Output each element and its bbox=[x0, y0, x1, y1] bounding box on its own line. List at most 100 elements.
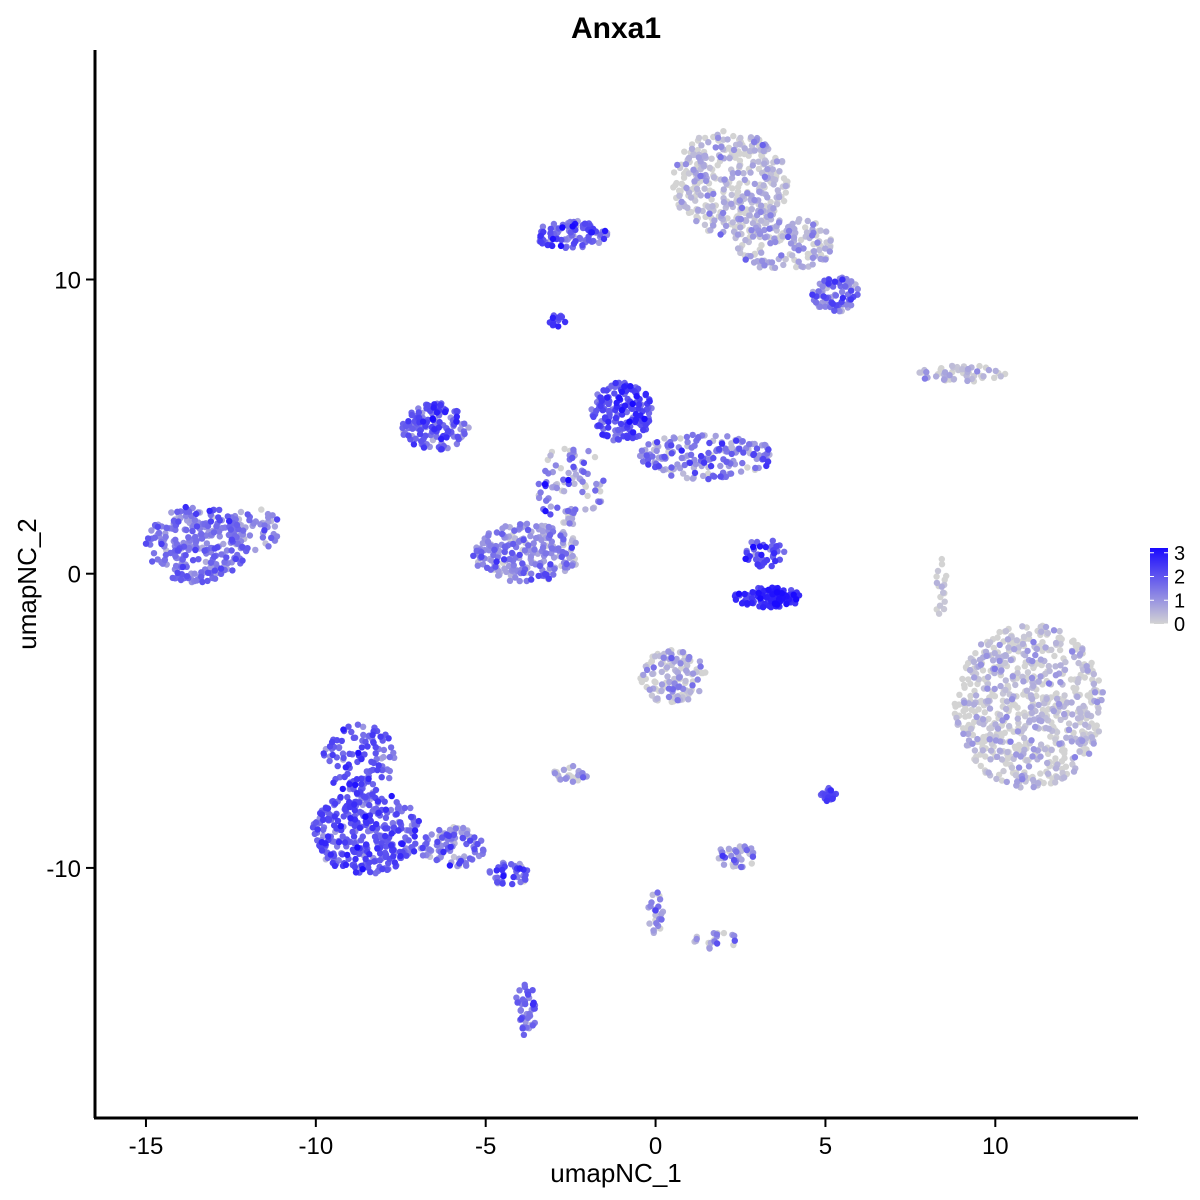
cell-point bbox=[970, 701, 978, 708]
cell-point bbox=[429, 415, 436, 422]
cell-point bbox=[207, 518, 215, 525]
cell-point bbox=[1014, 728, 1022, 735]
cell-point bbox=[569, 778, 577, 785]
cell-point bbox=[228, 547, 235, 554]
cell-point bbox=[1041, 746, 1049, 753]
cell-point bbox=[499, 880, 506, 887]
cell-point bbox=[669, 686, 677, 693]
cell-point bbox=[1019, 623, 1026, 630]
cell-point bbox=[385, 735, 392, 742]
cell-point bbox=[680, 470, 687, 477]
cell-point bbox=[649, 670, 656, 678]
cell-point bbox=[572, 471, 580, 478]
cell-point bbox=[711, 217, 718, 224]
cell-point bbox=[768, 259, 776, 266]
cell-point bbox=[569, 552, 576, 560]
cell-point bbox=[1068, 738, 1076, 745]
cell-point bbox=[697, 172, 704, 180]
cell-point bbox=[1077, 650, 1084, 658]
cell-point bbox=[668, 654, 675, 662]
cell-point bbox=[603, 387, 610, 394]
cell-point bbox=[658, 668, 665, 676]
cell-point bbox=[518, 1015, 525, 1023]
cell-point bbox=[658, 687, 665, 695]
cell-point bbox=[342, 861, 350, 868]
cell-point bbox=[691, 178, 698, 185]
cell-point bbox=[340, 754, 347, 762]
cell-point bbox=[677, 660, 684, 667]
cell-point bbox=[636, 452, 644, 460]
cell-point bbox=[749, 162, 756, 169]
cell-point bbox=[192, 510, 200, 518]
cell-point bbox=[618, 388, 626, 395]
cell-point bbox=[693, 185, 701, 192]
cell-point bbox=[217, 570, 225, 577]
cell-point bbox=[579, 478, 586, 485]
cell-point bbox=[374, 766, 381, 774]
cell-point bbox=[972, 650, 979, 657]
cell-point bbox=[538, 536, 545, 544]
cell-point bbox=[234, 540, 241, 547]
cell-point bbox=[592, 487, 599, 494]
cell-point bbox=[582, 483, 589, 490]
cell-point bbox=[695, 134, 703, 142]
cell-point bbox=[979, 667, 987, 674]
cell-point bbox=[655, 463, 662, 470]
cell-point bbox=[701, 185, 708, 192]
cell-point bbox=[940, 589, 947, 596]
cell-point bbox=[1069, 638, 1076, 645]
cell-point bbox=[419, 852, 427, 859]
cell-point bbox=[369, 824, 376, 832]
cell-point bbox=[547, 452, 554, 459]
x-tick-label: -10 bbox=[298, 1133, 333, 1160]
cell-point bbox=[233, 534, 240, 541]
cell-point bbox=[698, 669, 705, 677]
cell-point bbox=[215, 528, 223, 535]
cell-point bbox=[520, 569, 527, 577]
cell-point bbox=[198, 530, 205, 538]
cell-point bbox=[399, 840, 406, 848]
cell-point bbox=[738, 600, 746, 607]
cell-point bbox=[657, 660, 665, 668]
cell-point bbox=[198, 569, 205, 576]
cell-point bbox=[216, 506, 223, 514]
cell-point bbox=[1012, 681, 1019, 689]
cell-point bbox=[535, 494, 543, 502]
cell-point bbox=[334, 817, 342, 825]
cell-point bbox=[936, 602, 944, 609]
cell-point bbox=[415, 817, 422, 825]
cell-point bbox=[615, 426, 622, 434]
cell-point bbox=[185, 544, 193, 552]
cell-point bbox=[465, 424, 472, 431]
cell-point bbox=[758, 249, 765, 256]
cell-point bbox=[695, 154, 702, 161]
cell-point bbox=[486, 869, 494, 876]
cell-point bbox=[690, 166, 697, 173]
cell-point bbox=[600, 477, 607, 484]
cell-point bbox=[352, 869, 360, 876]
cell-point bbox=[756, 188, 763, 195]
cell-point bbox=[809, 261, 816, 268]
cell-point bbox=[1095, 709, 1102, 716]
cell-point bbox=[730, 132, 737, 140]
cell-point bbox=[541, 570, 549, 578]
cell-point bbox=[1084, 667, 1091, 674]
cell-point bbox=[854, 285, 861, 293]
cell-point bbox=[1003, 713, 1010, 721]
cell-point bbox=[568, 544, 575, 551]
cell-point bbox=[678, 198, 685, 205]
cell-point bbox=[579, 488, 586, 496]
cell-point bbox=[987, 756, 994, 763]
cell-point bbox=[687, 194, 695, 201]
cell-point bbox=[748, 860, 755, 867]
cell-point bbox=[990, 644, 997, 652]
cell-point bbox=[509, 880, 516, 888]
cell-point bbox=[376, 850, 384, 857]
cell-point bbox=[1048, 746, 1055, 753]
cell-point bbox=[689, 682, 696, 689]
cell-point bbox=[436, 826, 443, 834]
cell-point bbox=[643, 666, 651, 674]
cell-point bbox=[1056, 627, 1063, 635]
cell-point bbox=[388, 842, 395, 849]
cell-point bbox=[189, 557, 197, 564]
